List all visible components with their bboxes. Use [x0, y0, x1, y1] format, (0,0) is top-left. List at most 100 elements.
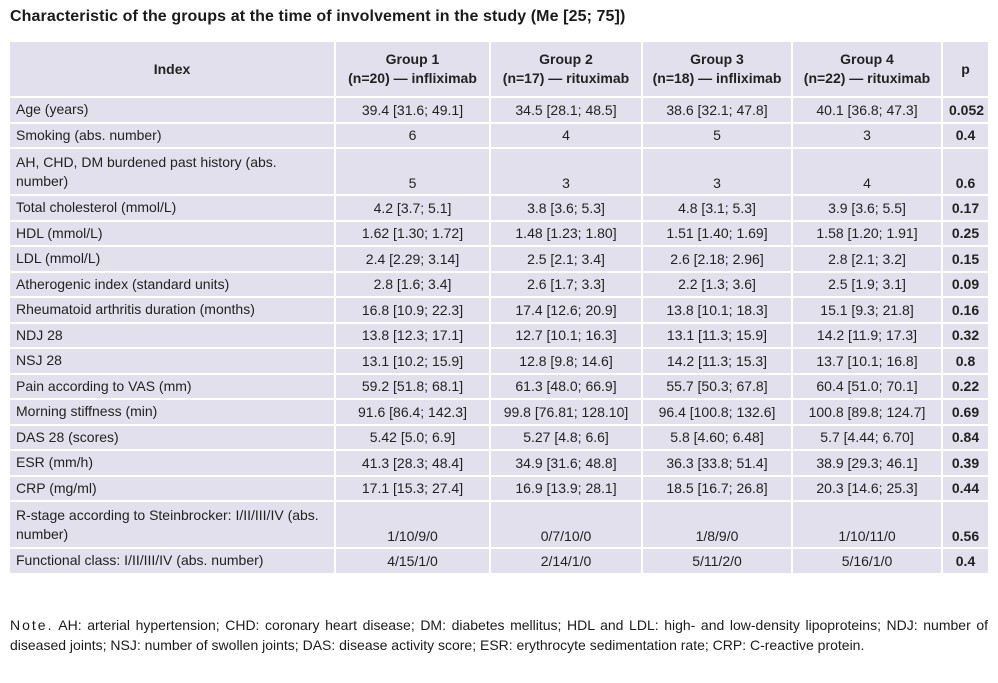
group-4-value: 13.7 [10.1; 16.8] — [791, 347, 943, 375]
p-value: 0.84 — [941, 423, 990, 451]
group-2-value: 34.5 [28.1; 48.5] — [489, 96, 643, 124]
table-row: NDJ 28 13.8 [12.3; 17.1] 12.7 [10.1; 16.3]… — [8, 321, 990, 349]
group-4-value: 1/10/11/0 — [791, 500, 943, 549]
group-2-value: 12.7 [10.1; 16.3] — [489, 321, 643, 349]
group-2-value: 2.5 [2.1; 3.4] — [489, 245, 643, 273]
row-index-label: Age (years) — [8, 96, 336, 124]
group-1-value: 4/15/1/0 — [334, 547, 491, 575]
table-row: DAS 28 (scores) 5.42 [5.0; 6.9] 5.27 [4.8;… — [8, 423, 990, 451]
header-group-3-name: Group 3 — [690, 51, 744, 67]
table-row: Smoking (abs. number) 6 4 5 3 0.4 — [8, 121, 990, 149]
table-row: LDL (mmol/L) 2.4 [2.29; 3.14] 2.5 [2.1; 3.… — [8, 245, 990, 273]
group-2-value: 2/14/1/0 — [489, 547, 643, 575]
group-3-value: 1.51 [1.40; 1.69] — [641, 219, 793, 247]
group-2-value: 99.8 [76.81; 128.10] — [489, 398, 643, 426]
header-p: p — [941, 40, 990, 98]
header-group-4-detail: (n=22) — rituximab — [803, 70, 931, 86]
group-3-value: 36.3 [33.8; 51.4] — [641, 449, 793, 477]
group-2-value: 17.4 [12.6; 20.9] — [489, 296, 643, 324]
p-value: 0.6 — [941, 147, 990, 196]
row-index-label: Smoking (abs. number) — [8, 121, 336, 149]
row-index-label: Morning stiffness (min) — [8, 398, 336, 426]
group-3-value: 18.5 [16.7; 26.8] — [641, 474, 793, 502]
group-4-value: 2.8 [2.1; 3.2] — [791, 245, 943, 273]
group-4-value: 100.8 [89.8; 124.7] — [791, 398, 943, 426]
header-index: Index — [8, 40, 336, 98]
group-2-value: 2.6 [1.7; 3.3] — [489, 270, 643, 298]
group-1-value: 16.8 [10.9; 22.3] — [334, 296, 491, 324]
group-1-value: 59.2 [51.8; 68.1] — [334, 372, 491, 400]
header-row: Index Group 1 (n=20) — infliximab Group … — [8, 40, 990, 98]
p-value: 0.4 — [941, 547, 990, 575]
group-3-value: 13.8 [10.1; 18.3] — [641, 296, 793, 324]
group-2-value: 16.9 [13.9; 28.1] — [489, 474, 643, 502]
header-group-1: Group 1 (n=20) — infliximab — [334, 40, 491, 98]
row-index-label: Atherogenic index (standard units) — [8, 270, 336, 298]
group-3-value: 2.6 [2.18; 2.96] — [641, 245, 793, 273]
group-4-value: 60.4 [51.0; 70.1] — [791, 372, 943, 400]
group-1-value: 6 — [334, 121, 491, 149]
header-group-1-detail: (n=20) — infliximab — [348, 70, 477, 86]
group-4-value: 40.1 [36.8; 47.3] — [791, 96, 943, 124]
p-value: 0.69 — [941, 398, 990, 426]
header-group-1-name: Group 1 — [385, 51, 440, 67]
row-index-label: ESR (mm/h) — [8, 449, 336, 477]
row-index-label: AH, CHD, DM burdened past history (abs. … — [8, 147, 336, 196]
table-note: Note. AH: arterial hypertension; CHD: co… — [10, 615, 988, 655]
table-row: NSJ 28 13.1 [10.2; 15.9] 12.8 [9.8; 14.6] 1… — [8, 347, 990, 375]
table-row: Pain according to VAS (mm) 59.2 [51.8; 68… — [8, 372, 990, 400]
group-1-value: 2.4 [2.29; 3.14] — [334, 245, 491, 273]
row-index-label: HDL (mmol/L) — [8, 219, 336, 247]
table-row: AH, CHD, DM burdened past history (abs. … — [8, 147, 990, 196]
table-row: Morning stiffness (min) 91.6 [86.4; 142.3… — [8, 398, 990, 426]
group-4-value: 1.58 [1.20; 1.91] — [791, 219, 943, 247]
row-index-label: Rheumatoid arthritis duration (months) — [8, 296, 336, 324]
group-1-value: 17.1 [15.3; 27.4] — [334, 474, 491, 502]
group-4-value: 38.9 [29.3; 46.1] — [791, 449, 943, 477]
header-group-2: Group 2 (n=17) — rituximab — [489, 40, 643, 98]
group-1-value: 39.4 [31.6; 49.1] — [334, 96, 491, 124]
group-2-value: 1.48 [1.23; 1.80] — [489, 219, 643, 247]
group-1-value: 4.2 [3.7; 5.1] — [334, 194, 491, 222]
note-text: AH: arterial hypertension; CHD: coronary… — [10, 617, 988, 653]
group-3-value: 5.8 [4.60; 6.48] — [641, 423, 793, 451]
row-index-label: Total cholesterol (mmol/L) — [8, 194, 336, 222]
group-1-value: 41.3 [28.3; 48.4] — [334, 449, 491, 477]
row-index-label: R-stage according to Steinbrocker: I/II/… — [8, 500, 336, 549]
group-3-value: 5 — [641, 121, 793, 149]
table-row: ESR (mm/h) 41.3 [28.3; 48.4] 34.9 [31.6; 4… — [8, 449, 990, 477]
group-4-value: 3.9 [3.6; 5.5] — [791, 194, 943, 222]
header-group-3-detail: (n=18) — infliximab — [652, 70, 782, 86]
table-row: Rheumatoid arthritis duration (months) 16… — [8, 296, 990, 324]
header-group-3: Group 3 (n=18) — infliximab — [641, 40, 793, 98]
header-group-4-name: Group 4 — [840, 51, 894, 67]
row-index-label: LDL (mmol/L) — [8, 245, 336, 273]
table-row: R-stage according to Steinbrocker: I/II/… — [8, 500, 990, 549]
header-group-2-detail: (n=17) — rituximab — [502, 70, 630, 86]
group-4-value: 15.1 [9.3; 21.8] — [791, 296, 943, 324]
row-index-label: NDJ 28 — [8, 321, 336, 349]
table-row: Age (years) 39.4 [31.6; 49.1] 34.5 [28.1; … — [8, 96, 990, 124]
table-row: Total cholesterol (mmol/L) 4.2 [3.7; 5.1]… — [8, 194, 990, 222]
table-row: CRP (mg/ml) 17.1 [15.3; 27.4] 16.9 [13.9; … — [8, 474, 990, 502]
group-3-value: 3 — [641, 147, 793, 196]
header-group-2-name: Group 2 — [539, 51, 593, 67]
p-value: 0.15 — [941, 245, 990, 273]
row-index-label: NSJ 28 — [8, 347, 336, 375]
group-1-value: 2.8 [1.6; 3.4] — [334, 270, 491, 298]
group-4-value: 14.2 [11.9; 17.3] — [791, 321, 943, 349]
p-value: 0.39 — [941, 449, 990, 477]
row-index-label: Functional class: I/II/III/IV (abs. numb… — [8, 547, 336, 575]
group-1-value: 5 — [334, 147, 491, 196]
group-4-value: 5/16/1/0 — [791, 547, 943, 575]
group-3-value: 14.2 [11.3; 15.3] — [641, 347, 793, 375]
group-2-value: 5.27 [4.8; 6.6] — [489, 423, 643, 451]
note-lead: Note. — [10, 617, 54, 633]
group-1-value: 13.1 [10.2; 15.9] — [334, 347, 491, 375]
data-table-frame: Index Group 1 (n=20) — infliximab Group … — [8, 40, 990, 575]
group-2-value: 3 — [489, 147, 643, 196]
characteristics-table: Index Group 1 (n=20) — infliximab Group … — [8, 40, 990, 575]
group-4-value: 3 — [791, 121, 943, 149]
group-3-value: 1/8/9/0 — [641, 500, 793, 549]
row-index-label: CRP (mg/ml) — [8, 474, 336, 502]
